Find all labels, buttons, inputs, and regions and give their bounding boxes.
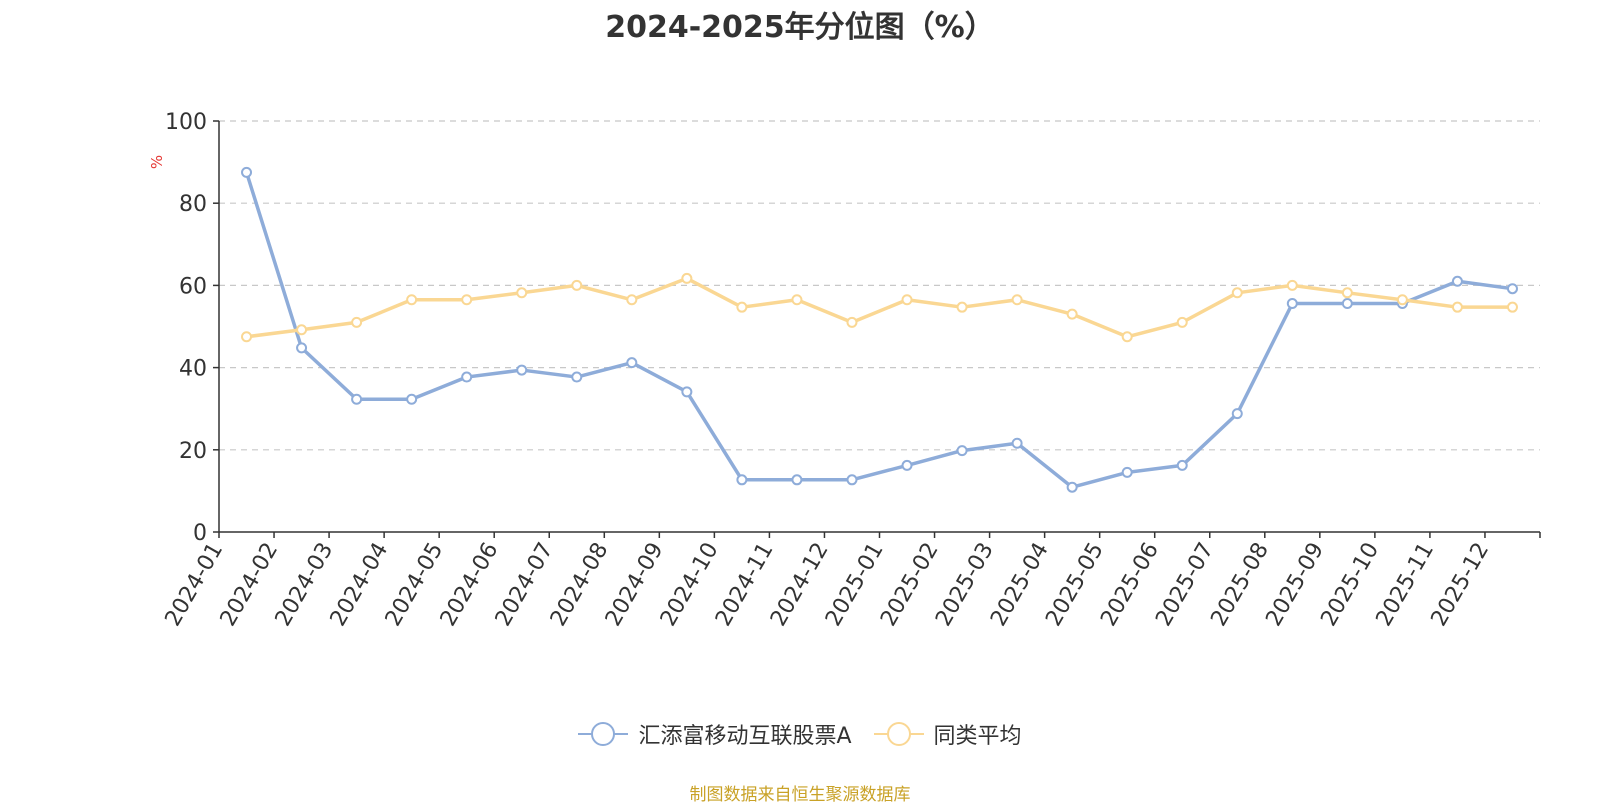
data-point-series-1	[681, 386, 693, 398]
data-point-series-1	[351, 393, 363, 405]
data-point-series-1	[461, 371, 473, 383]
data-point-series-1	[1286, 297, 1298, 309]
series-line-1	[244, 171, 1513, 489]
legend-item-series-1[interactable]: 汇添富移动互联股票A	[578, 718, 852, 750]
legend-item-series-2[interactable]: 同类平均	[873, 718, 1022, 750]
data-point-series-2	[1451, 301, 1463, 313]
data-point-series-2	[1176, 316, 1188, 328]
data-point-series-1	[571, 371, 583, 383]
data-point-series-2	[1396, 294, 1408, 306]
data-point-series-2	[516, 287, 528, 299]
data-point-series-2	[1011, 294, 1023, 306]
data-point-series-1	[516, 364, 528, 376]
data-point-series-1	[406, 393, 418, 405]
data-point-series-1	[1121, 466, 1133, 478]
data-point-series-2	[1231, 287, 1243, 299]
data-point-series-1	[1341, 297, 1353, 309]
data-point-series-2	[736, 301, 748, 313]
legend-line-marker-icon	[578, 721, 629, 747]
y-tick-label: 100	[165, 110, 207, 135]
data-point-series-1	[1451, 275, 1463, 287]
y-tick-label: 0	[193, 521, 207, 546]
data-point-series-2	[681, 272, 693, 284]
data-point-series-2	[406, 294, 418, 306]
data-point-series-2	[626, 294, 638, 306]
data-point-series-2	[351, 316, 363, 328]
data-point-series-1	[1176, 459, 1188, 471]
legend-label: 汇添富移动互联股票A	[638, 724, 852, 749]
source-note: 制图数据来自恒生聚源数据库	[689, 785, 911, 805]
legend: 汇添富移动互联股票A 同类平均	[0, 718, 1600, 750]
y-tick-label: 20	[179, 439, 207, 464]
y-tick-label: 80	[179, 192, 207, 217]
data-point-series-1	[1011, 437, 1023, 449]
series-line-2	[246, 276, 1513, 339]
data-point-series-1	[1066, 481, 1078, 493]
data-point-series-2	[296, 324, 308, 336]
data-point-series-2	[1341, 287, 1353, 299]
line-chart: 020406080100%2024-012024-022024-032024-0…	[148, 110, 1541, 631]
y-tick-label: 60	[179, 274, 207, 299]
data-point-series-2	[1121, 331, 1133, 343]
data-point-series-1	[1506, 283, 1518, 295]
data-point-series-1	[846, 474, 858, 486]
legend-line-marker-icon	[873, 721, 924, 747]
data-point-series-1	[736, 474, 748, 486]
data-point-series-2	[241, 331, 253, 343]
data-point-series-1	[296, 342, 308, 354]
data-point-series-1	[956, 445, 968, 457]
data-point-series-2	[1066, 308, 1078, 320]
data-point-series-2	[461, 294, 473, 306]
data-point-series-1	[901, 459, 913, 471]
data-point-series-1	[626, 357, 638, 369]
data-point-series-2	[901, 294, 913, 306]
data-point-series-1	[1231, 408, 1243, 420]
y-tick-label: 40	[179, 357, 207, 382]
data-point-series-2	[571, 279, 583, 291]
y-axis-unit-label: %	[148, 155, 166, 169]
data-point-series-1	[791, 474, 803, 486]
chart-title: 2024-2025年分位图（%）	[605, 10, 995, 45]
data-point-series-2	[791, 294, 803, 306]
data-point-series-2	[1286, 279, 1298, 291]
data-point-series-2	[956, 301, 968, 313]
data-point-series-1	[241, 166, 253, 178]
data-point-series-2	[1506, 301, 1518, 313]
data-point-series-2	[846, 316, 858, 328]
legend-label: 同类平均	[933, 724, 1022, 749]
